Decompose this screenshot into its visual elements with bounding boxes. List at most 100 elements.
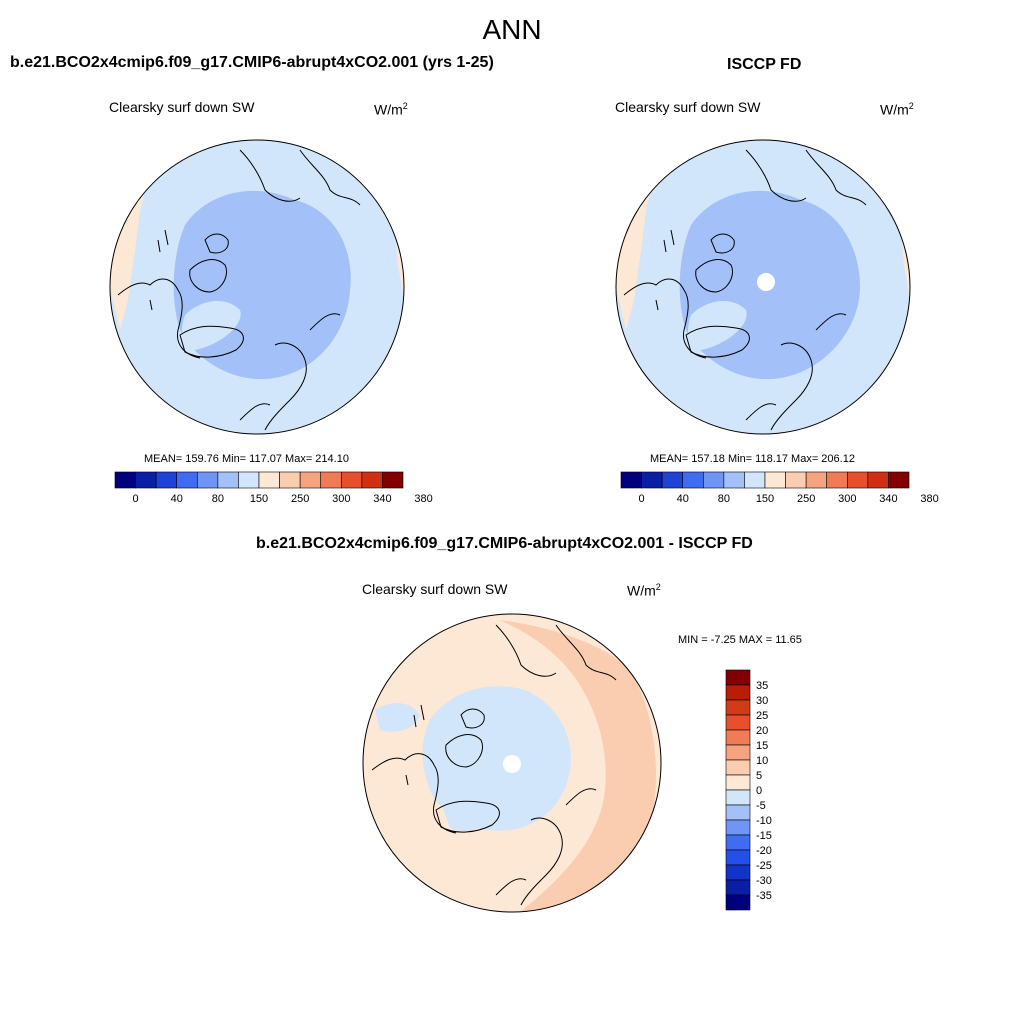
diff-colorbar-tick: -25 — [756, 860, 772, 872]
obs-colorbar-tick: 300 — [838, 493, 856, 505]
obs-polar-map — [616, 140, 910, 434]
obs-colorbar-box — [744, 471, 766, 489]
diff-colorbar-box — [725, 834, 751, 851]
diff-colorbar-box — [725, 789, 751, 806]
diff-polar-map — [363, 614, 661, 912]
diff-colorbar-box — [725, 729, 751, 746]
diff-colorbar-tick: 35 — [756, 680, 768, 692]
model-colorbar-box — [155, 471, 178, 489]
model-map-border — [109, 139, 405, 435]
model-colorbar-box — [258, 471, 280, 489]
model-polar-map — [110, 140, 404, 434]
diff-colorbar-tick: -30 — [756, 875, 772, 887]
obs-colorbar-box — [764, 471, 786, 489]
diff-panel-title: b.e21.BCO2x4cmip6.f09_g17.CMIP6-abrupt4x… — [256, 535, 753, 552]
model-colorbar-box — [114, 471, 136, 489]
model-colorbar-box — [299, 471, 322, 489]
diff-colorbar-box — [725, 759, 751, 776]
model-colorbar-tick: 80 — [212, 493, 224, 505]
obs-variable-label: Clearsky surf down SW — [615, 99, 761, 115]
obs-colorbar-box — [888, 471, 910, 489]
obs-colorbar-box — [641, 471, 663, 489]
diff-stats: MIN = -7.25 MAX = 11.65 — [678, 634, 802, 646]
obs-colorbar-tick: 0 — [639, 493, 645, 505]
obs-colorbar-box — [805, 471, 828, 489]
obs-colorbar-tick: 250 — [797, 493, 815, 505]
diff-variable-label: Clearsky surf down SW — [362, 581, 508, 597]
model-stats: MEAN= 159.76 Min= 117.07 Max= 214.10 — [144, 453, 349, 465]
model-colorbar-box — [320, 471, 342, 489]
model-colorbar-tick: 150 — [250, 493, 268, 505]
diff-colorbar-box — [725, 714, 751, 731]
model-colorbar-tick: 40 — [171, 493, 183, 505]
obs-colorbar: 0 40 80 150 250 300 340 380 — [620, 471, 939, 505]
model-panel-title: b.e21.BCO2x4cmip6.f09_g17.CMIP6-abrupt4x… — [10, 54, 494, 71]
obs-coastlines — [623, 149, 867, 431]
diff-coastlines — [371, 624, 617, 906]
obs-colorbar-tick: 380 — [920, 493, 938, 505]
obs-colorbar-box — [846, 471, 869, 489]
obs-colorbar-box — [661, 471, 684, 489]
model-colorbar: 0 40 80 150 250 300 340 380 — [114, 471, 433, 505]
diff-colorbar: 35 30 25 20 15 10 5 0 -5 -10 -15 -20 -25 -30 -35 — [725, 669, 772, 911]
obs-colorbar-box — [826, 471, 848, 489]
model-colorbar-tick: 300 — [332, 493, 350, 505]
diff-colorbar-tick: 10 — [756, 755, 768, 767]
model-colorbar-box — [135, 471, 157, 489]
diff-colorbar-box — [725, 849, 751, 866]
model-colorbar-box — [382, 471, 404, 489]
obs-colorbar-box — [702, 471, 725, 489]
model-colorbar-box — [340, 471, 363, 489]
obs-colorbar-box — [620, 471, 642, 489]
diff-colorbar-box — [725, 774, 751, 791]
main-title: ANN — [482, 14, 542, 45]
obs-colorbar-box — [867, 471, 889, 489]
model-colorbar-tick: 340 — [373, 493, 391, 505]
model-colorbar-box — [217, 471, 239, 489]
diff-colorbar-box — [725, 744, 751, 761]
diff-colorbar-tick: 25 — [756, 710, 768, 722]
model-colorbar-box — [196, 471, 219, 489]
diff-map-border — [362, 613, 662, 913]
model-coastlines — [117, 149, 361, 431]
diff-colorbar-tick: 20 — [756, 725, 768, 737]
diff-colorbar-tick: -20 — [756, 845, 772, 857]
diff-colorbar-box — [725, 684, 751, 701]
model-colorbar-tick: 250 — [291, 493, 309, 505]
obs-stats: MEAN= 157.18 Min= 118.17 Max= 206.12 — [650, 453, 855, 465]
obs-colorbar-box — [723, 471, 745, 489]
diff-colorbar-tick: -35 — [756, 890, 772, 902]
diff-colorbar-box — [725, 819, 751, 836]
diff-colorbar-tick: 15 — [756, 740, 768, 752]
diff-colorbar-tick: -5 — [756, 800, 766, 812]
model-colorbar-box — [361, 471, 383, 489]
diff-colorbar-box — [725, 894, 751, 911]
model-variable-label: Clearsky surf down SW — [109, 99, 255, 115]
diff-colorbar-box — [725, 804, 751, 821]
diff-units-label: W/m2 — [627, 582, 661, 599]
diff-colorbar-box — [725, 879, 751, 896]
diff-colorbar-tick: 0 — [756, 785, 762, 797]
obs-colorbar-tick: 40 — [677, 493, 689, 505]
diff-colorbar-tick: 5 — [756, 770, 762, 782]
model-colorbar-box — [176, 471, 198, 489]
obs-panel-title: ISCCP FD — [727, 56, 802, 73]
obs-colorbar-box — [682, 471, 704, 489]
model-colorbar-box — [279, 471, 301, 489]
model-colorbar-tick: 0 — [133, 493, 139, 505]
diff-colorbar-box — [725, 669, 751, 686]
obs-colorbar-tick: 150 — [756, 493, 774, 505]
obs-map-border — [615, 139, 911, 435]
diff-colorbar-tick: 30 — [756, 695, 768, 707]
obs-colorbar-tick: 340 — [879, 493, 897, 505]
obs-colorbar-box — [785, 471, 807, 489]
diff-colorbar-box — [725, 699, 751, 716]
obs-colorbar-tick: 80 — [718, 493, 730, 505]
diff-colorbar-box — [725, 864, 751, 881]
model-units-label: W/m2 — [374, 101, 408, 118]
model-colorbar-tick: 380 — [414, 493, 432, 505]
diff-colorbar-tick: -15 — [756, 830, 772, 842]
model-colorbar-box — [238, 471, 260, 489]
diff-colorbar-tick: -10 — [756, 815, 772, 827]
